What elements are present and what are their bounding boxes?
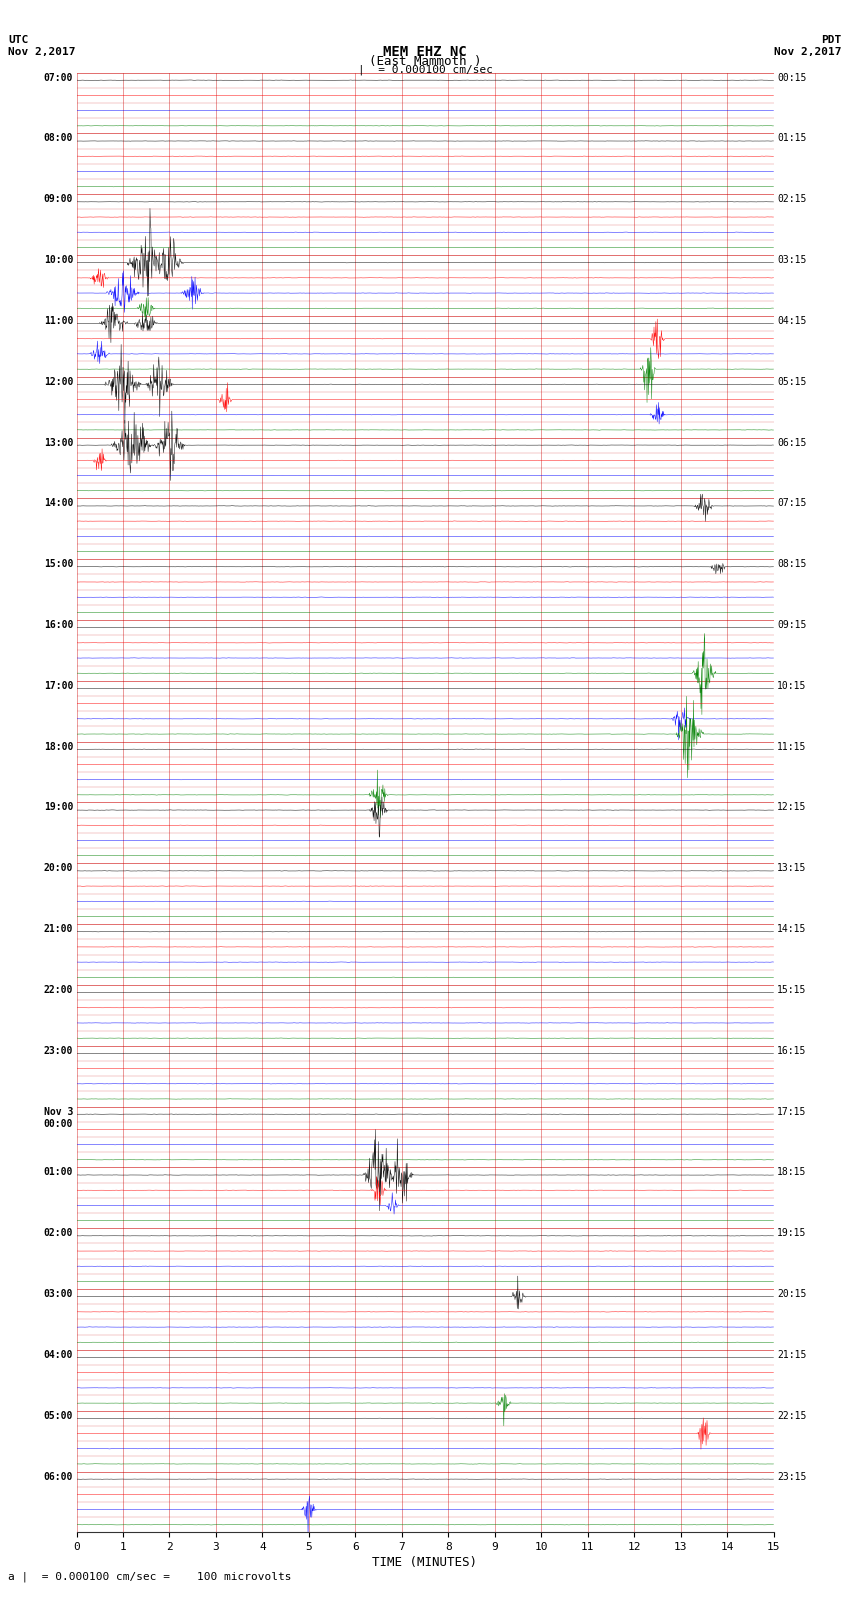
Text: 12:00: 12:00 (43, 377, 73, 387)
Text: Nov 3: Nov 3 (43, 1107, 73, 1116)
Text: 00:15: 00:15 (777, 73, 807, 82)
X-axis label: TIME (MINUTES): TIME (MINUTES) (372, 1557, 478, 1569)
Text: 15:15: 15:15 (777, 986, 807, 995)
Text: 01:00: 01:00 (43, 1168, 73, 1177)
Text: 09:00: 09:00 (43, 194, 73, 205)
Text: 01:15: 01:15 (777, 134, 807, 144)
Text: 19:15: 19:15 (777, 1227, 807, 1239)
Text: 10:15: 10:15 (777, 681, 807, 690)
Text: Nov 2,2017: Nov 2,2017 (8, 47, 76, 56)
Text: 05:00: 05:00 (43, 1411, 73, 1421)
Text: 20:00: 20:00 (43, 863, 73, 873)
Text: 07:00: 07:00 (43, 73, 73, 82)
Text: 23:00: 23:00 (43, 1045, 73, 1057)
Text: 07:15: 07:15 (777, 498, 807, 508)
Text: 06:00: 06:00 (43, 1471, 73, 1481)
Text: a |  = 0.000100 cm/sec =    100 microvolts: a | = 0.000100 cm/sec = 100 microvolts (8, 1571, 292, 1582)
Text: MEM EHZ NC: MEM EHZ NC (383, 45, 467, 60)
Text: 13:00: 13:00 (43, 437, 73, 447)
Text: 14:00: 14:00 (43, 498, 73, 508)
Text: 00:00: 00:00 (43, 1119, 73, 1129)
Text: 21:15: 21:15 (777, 1350, 807, 1360)
Text: 08:15: 08:15 (777, 560, 807, 569)
Text: 02:15: 02:15 (777, 194, 807, 205)
Text: 08:00: 08:00 (43, 134, 73, 144)
Text: 19:00: 19:00 (43, 803, 73, 813)
Text: 21:00: 21:00 (43, 924, 73, 934)
Text: 12:15: 12:15 (777, 803, 807, 813)
Text: 22:00: 22:00 (43, 986, 73, 995)
Text: 04:00: 04:00 (43, 1350, 73, 1360)
Text: 03:15: 03:15 (777, 255, 807, 265)
Text: 15:00: 15:00 (43, 560, 73, 569)
Text: 13:15: 13:15 (777, 863, 807, 873)
Text: 23:15: 23:15 (777, 1471, 807, 1481)
Text: 14:15: 14:15 (777, 924, 807, 934)
Text: 17:00: 17:00 (43, 681, 73, 690)
Text: 16:00: 16:00 (43, 619, 73, 631)
Text: UTC: UTC (8, 35, 29, 45)
Text: 11:15: 11:15 (777, 742, 807, 752)
Text: 02:00: 02:00 (43, 1227, 73, 1239)
Text: 05:15: 05:15 (777, 377, 807, 387)
Text: 06:15: 06:15 (777, 437, 807, 447)
Text: Nov 2,2017: Nov 2,2017 (774, 47, 842, 56)
Text: 10:00: 10:00 (43, 255, 73, 265)
Text: (East Mammoth ): (East Mammoth ) (369, 55, 481, 68)
Text: 16:15: 16:15 (777, 1045, 807, 1057)
Text: 17:15: 17:15 (777, 1107, 807, 1116)
Text: PDT: PDT (821, 35, 842, 45)
Text: 20:15: 20:15 (777, 1289, 807, 1298)
Text: 04:15: 04:15 (777, 316, 807, 326)
Text: 22:15: 22:15 (777, 1411, 807, 1421)
Text: 03:00: 03:00 (43, 1289, 73, 1298)
Text: 11:00: 11:00 (43, 316, 73, 326)
Text: 18:15: 18:15 (777, 1168, 807, 1177)
Text: 09:15: 09:15 (777, 619, 807, 631)
Text: 18:00: 18:00 (43, 742, 73, 752)
Text: |  = 0.000100 cm/sec: | = 0.000100 cm/sec (358, 65, 492, 76)
